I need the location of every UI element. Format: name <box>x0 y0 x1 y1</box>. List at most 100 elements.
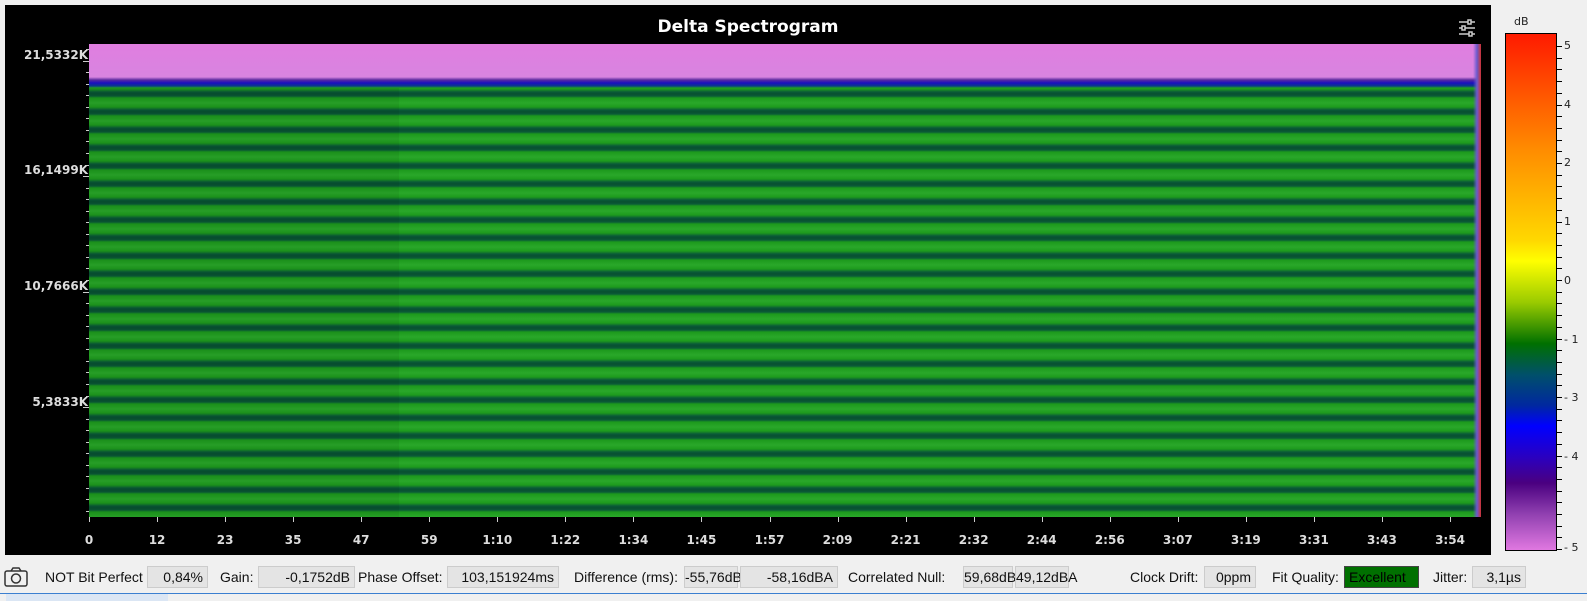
y-tick-mark <box>86 199 89 201</box>
x-tick-label: 23 <box>216 533 234 547</box>
colorbar-tick <box>1557 514 1562 515</box>
x-tick-label: 47 <box>352 533 370 547</box>
y-tick-mark <box>86 487 89 489</box>
bit-perfect-label: NOT Bit Perfect <box>45 569 143 585</box>
y-tick-mark <box>86 499 89 501</box>
y-tick-mark <box>86 164 89 166</box>
colorbar-tick <box>1557 221 1562 223</box>
x-tick-mark <box>1450 517 1451 522</box>
colorbar-tick <box>1557 280 1562 281</box>
status-bar: NOT Bit Perfect 0,84% Gain: -0,1752dB Ph… <box>0 563 1587 591</box>
y-tick-mark <box>86 511 89 512</box>
phase-offset-label: Phase Offset: <box>358 569 443 585</box>
y-tick-mark <box>86 360 89 362</box>
colorbar-label: 5 <box>1564 39 1571 52</box>
colorbar-label: - 5 <box>1564 541 1579 554</box>
correlated-null-label: Correlated Null: <box>848 569 946 585</box>
x-tick-mark <box>157 517 159 522</box>
clock-drift-label: Clock Drift: <box>1130 569 1199 585</box>
colorbar-tick <box>1557 139 1562 141</box>
y-tick-mark <box>86 453 89 455</box>
x-tick-mark <box>701 517 703 522</box>
x-tick-mark <box>1041 517 1043 522</box>
colorbar-tick <box>1557 408 1562 410</box>
y-tick-mark <box>86 337 89 339</box>
correlated-null-dba-value: 49,12dBA <box>1015 566 1078 588</box>
colorbar-tick <box>1557 92 1562 94</box>
colorbar-tick <box>1557 256 1562 258</box>
spectrogram-plot[interactable] <box>89 44 1481 517</box>
x-tick-label: 3:43 <box>1367 533 1397 547</box>
colorbar-label: - 1 <box>1564 333 1579 346</box>
colorbar-label: 4 <box>1564 98 1571 111</box>
y-tick-mark <box>86 280 89 281</box>
y-tick-mark <box>86 83 89 85</box>
x-tick-mark <box>769 517 771 522</box>
camera-icon[interactable] <box>3 565 29 589</box>
colorbar <box>1505 33 1557 551</box>
colorbar-tick <box>1557 244 1562 246</box>
tab-strip <box>6 594 168 601</box>
y-tick-mark <box>86 245 89 247</box>
jitter-label: Jitter: <box>1433 569 1468 585</box>
x-tick-mark <box>89 517 90 522</box>
x-tick-label: 3:19 <box>1230 533 1261 547</box>
x-tick-label: 59 <box>420 533 438 547</box>
y-tick-mark <box>86 349 89 351</box>
y-tick-mark <box>86 95 89 97</box>
clock-drift-value: 0ppm <box>1204 566 1256 588</box>
y-tick-mark <box>83 291 89 293</box>
fit-quality-value: Excellent <box>1344 566 1419 588</box>
gain-value: -0,1752dB <box>258 566 355 588</box>
y-tick-mark <box>86 395 89 397</box>
colorbar-tick <box>1557 361 1562 363</box>
y-tick-mark <box>86 233 89 235</box>
colorbar-tick <box>1557 198 1562 200</box>
colorbar-label: 1 <box>1564 215 1571 228</box>
x-tick-label: 3:31 <box>1298 533 1329 547</box>
x-tick-mark <box>633 517 635 522</box>
x-tick-label: 0 <box>84 533 94 547</box>
x-tick-label: 2:09 <box>822 533 853 547</box>
colorbar-tick <box>1557 127 1562 129</box>
phase-offset-value: 103,151924ms <box>447 566 559 588</box>
colorbar-tick <box>1557 338 1562 340</box>
colorbar-label: 0 <box>1564 274 1571 287</box>
y-tick-mark <box>86 268 89 270</box>
colorbar-tick <box>1557 303 1562 305</box>
colorbar-tick <box>1557 549 1562 551</box>
colorbar-tick <box>1557 104 1562 106</box>
x-tick-label: 1:34 <box>618 533 649 547</box>
colorbar-tick <box>1557 46 1562 47</box>
x-tick-mark <box>565 517 567 522</box>
x-tick-label: 35 <box>284 533 302 547</box>
y-tick-mark <box>83 60 89 62</box>
x-tick-mark <box>837 517 839 522</box>
x-tick-mark <box>1245 517 1247 522</box>
colorbar-tick <box>1557 186 1562 188</box>
spectrogram-panel: Delta Spectrogram 21,5332K 16,1499K 10,766… <box>5 5 1491 555</box>
y-tick-mark <box>86 187 89 189</box>
colorbar-tick <box>1557 350 1562 352</box>
x-tick-label: 1:57 <box>754 533 785 547</box>
y-tick-mark <box>86 383 89 385</box>
y-tick-label: 21,5332K <box>24 48 88 62</box>
x-tick-mark <box>497 517 499 522</box>
colorbar-tick <box>1557 233 1562 235</box>
y-tick-mark <box>86 326 89 328</box>
y-tick-mark <box>83 176 89 178</box>
x-tick-label: 1:22 <box>550 533 581 547</box>
colorbar-tick <box>1557 81 1562 83</box>
colorbar-label: 2 <box>1564 156 1571 169</box>
jitter-value: 3,1µs <box>1472 566 1526 588</box>
y-tick-mark <box>86 222 89 224</box>
y-tick-label: 10,7666K <box>24 279 88 293</box>
x-tick-mark <box>1313 517 1315 522</box>
difference-dba-value: -58,16dBA <box>740 566 838 588</box>
y-tick-mark <box>86 72 89 74</box>
x-tick-label: 1:45 <box>686 533 717 547</box>
settings-sliders-icon[interactable] <box>1457 18 1477 38</box>
chart-title: Delta Spectrogram <box>657 17 839 37</box>
difference-db-value: -55,76dB <box>684 566 742 588</box>
colorbar-label: - 4 <box>1564 450 1579 463</box>
